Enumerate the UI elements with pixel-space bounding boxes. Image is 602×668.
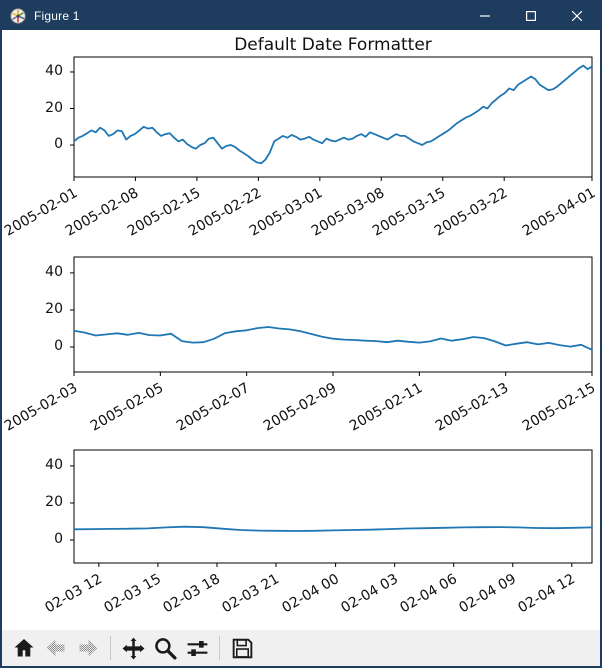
pan-icon: [122, 637, 144, 659]
forward-button[interactable]: [72, 632, 104, 664]
close-icon: [572, 11, 582, 21]
back-arrow-icon: [46, 639, 65, 657]
maximize-icon: [526, 11, 536, 21]
matplotlib-logo-icon: [10, 8, 26, 24]
minimize-icon: [480, 15, 490, 17]
minimize-button[interactable]: [462, 2, 508, 30]
subplot-frame: [73, 56, 593, 178]
line-series: [73, 326, 593, 351]
toolbar-separator: [219, 636, 220, 660]
home-button[interactable]: [8, 632, 40, 664]
window-title: Figure 1: [34, 9, 80, 23]
close-button[interactable]: [554, 2, 600, 30]
forward-arrow-icon: [79, 639, 98, 657]
navigation-toolbar: [2, 630, 600, 666]
sliders-icon: [187, 640, 207, 656]
toolbar-separator: [110, 636, 111, 660]
figure-canvas[interactable]: Default Date Formatter 0 20 40 2005-02-01 20…: [2, 30, 600, 630]
save-button[interactable]: [226, 632, 258, 664]
zoom-button[interactable]: [149, 632, 181, 664]
save-icon: [232, 638, 252, 658]
subplot-frame: [73, 449, 593, 564]
home-icon: [14, 639, 34, 657]
line-series: [73, 525, 593, 532]
configure-subplots-button[interactable]: [181, 632, 213, 664]
titlebar: Figure 1: [2, 2, 600, 30]
figure-title: Default Date Formatter: [234, 35, 432, 55]
zoom-icon: [154, 637, 177, 660]
line-series: [73, 64, 593, 165]
subplots-svg: [70, 56, 593, 567]
subplot-frame: [73, 256, 593, 373]
back-button[interactable]: [40, 632, 72, 664]
pan-button[interactable]: [117, 632, 149, 664]
maximize-button[interactable]: [508, 2, 554, 30]
